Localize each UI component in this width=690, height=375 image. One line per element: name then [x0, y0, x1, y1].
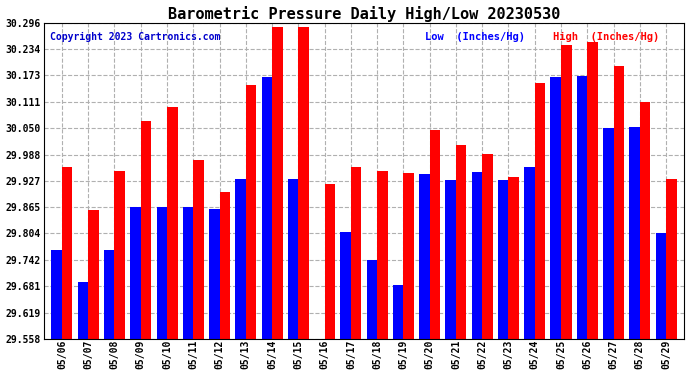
Bar [393, 285, 404, 339]
Bar [377, 171, 388, 339]
Bar [498, 180, 509, 339]
Bar [235, 179, 246, 339]
Bar [193, 160, 204, 339]
Bar [52, 250, 62, 339]
Bar [246, 85, 256, 339]
Bar [288, 179, 298, 339]
Bar [104, 250, 115, 339]
Bar [141, 121, 151, 339]
Bar [324, 184, 335, 339]
Bar [130, 207, 141, 339]
Bar [167, 106, 177, 339]
Bar [183, 207, 193, 339]
Bar [551, 76, 561, 339]
Bar [603, 128, 613, 339]
Bar [351, 166, 362, 339]
Title: Barometric Pressure Daily High/Low 20230530: Barometric Pressure Daily High/Low 20230… [168, 6, 560, 21]
Bar [640, 102, 650, 339]
Bar [524, 167, 535, 339]
Bar [561, 45, 571, 339]
Bar [482, 154, 493, 339]
Bar [587, 42, 598, 339]
Bar [78, 282, 88, 339]
Bar [629, 127, 640, 339]
Bar [366, 260, 377, 339]
Bar [656, 233, 666, 339]
Bar [509, 177, 519, 339]
Text: Copyright 2023 Cartronics.com: Copyright 2023 Cartronics.com [50, 32, 220, 42]
Text: Low  (Inches/Hg): Low (Inches/Hg) [425, 32, 525, 42]
Bar [419, 174, 430, 339]
Bar [666, 179, 677, 339]
Bar [472, 172, 482, 339]
Bar [219, 192, 230, 339]
Bar [404, 173, 414, 339]
Bar [88, 210, 99, 339]
Bar [446, 180, 456, 339]
Bar [62, 166, 72, 339]
Bar [115, 171, 125, 339]
Bar [535, 83, 545, 339]
Bar [430, 130, 440, 339]
Bar [456, 145, 466, 339]
Bar [209, 209, 219, 339]
Text: High  (Inches/Hg): High (Inches/Hg) [553, 32, 660, 42]
Bar [613, 66, 624, 339]
Bar [298, 27, 309, 339]
Bar [340, 232, 351, 339]
Bar [262, 76, 272, 339]
Bar [157, 207, 167, 339]
Bar [272, 27, 283, 339]
Bar [577, 76, 587, 339]
